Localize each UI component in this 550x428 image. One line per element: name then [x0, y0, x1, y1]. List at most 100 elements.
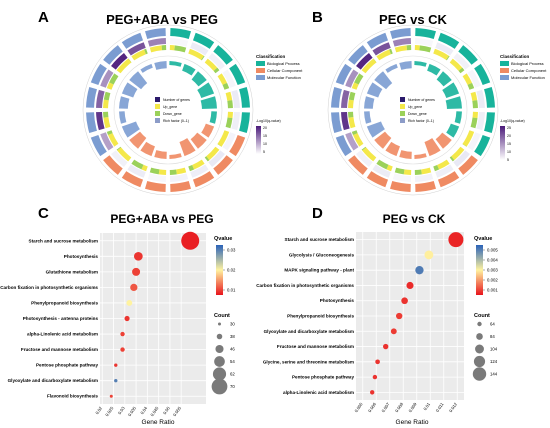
- circos-up-segment: [106, 82, 114, 90]
- panel-title: PEG vs CK: [379, 12, 448, 27]
- circos-qvalue-segment: [169, 173, 189, 182]
- y-tick-label: Starch and sucrose metabolism: [285, 237, 354, 242]
- circos-term-segment: [331, 87, 342, 108]
- x-tick-label: 0.012: [448, 401, 458, 413]
- y-tick-label: Fructose and mannose metabolism: [277, 344, 354, 349]
- x-tick-label: 0.005: [353, 401, 363, 413]
- circos-down-segment: [161, 45, 167, 51]
- panel-c: C PEG+ABA vs PEG 0.02 0.025 0.03 0.035 0.04 0…: [0, 205, 236, 426]
- circos-up-segment: [131, 49, 146, 61]
- y-tick-label: Fructose and mannose metabolism: [21, 347, 98, 352]
- y-tick-label: alpha-Linolenic acid metabolism: [27, 332, 98, 337]
- circos-up-segment: [217, 73, 228, 85]
- y-tick-label: Pentose phosphate pathway: [292, 375, 354, 380]
- size-legend-circle: [215, 344, 224, 354]
- circos-down-segment: [354, 73, 364, 85]
- circos-qvalue-segment: [356, 53, 373, 70]
- circos-down-segment: [389, 48, 393, 55]
- circos-down-segment: [201, 55, 205, 61]
- circos-down-segment: [106, 130, 113, 136]
- x-tick-label: 0.025: [104, 405, 114, 417]
- circos-up-segment: [176, 167, 187, 175]
- circos-up-segment: [362, 147, 377, 162]
- circos-rich-bar: [140, 141, 155, 157]
- circos-qvalue-segment: [392, 38, 412, 47]
- circos-up-segment: [394, 45, 408, 53]
- y-tick-label: alpha-Linolenic acid metabolism: [283, 390, 354, 395]
- colorbar-tick-label: 0.01: [227, 288, 236, 293]
- circos-term-segment: [484, 87, 495, 108]
- circos-down-segment: [149, 167, 160, 175]
- size-legend-circle: [211, 378, 228, 395]
- x-tick-label: 0.04: [139, 405, 148, 415]
- legend-title: Classification: [256, 54, 286, 59]
- circos-rich-bar: [399, 61, 412, 70]
- circos-up-segment: [462, 73, 473, 85]
- circos-qvalue-segment: [414, 38, 434, 47]
- data-point: [130, 283, 138, 292]
- size-legend-circle: [476, 333, 483, 340]
- circos-up-segment: [227, 111, 233, 119]
- legend-item: Molecular Function: [267, 75, 301, 80]
- circos-qvalue-segment: [356, 150, 373, 167]
- circos-term-segment: [229, 63, 246, 86]
- panel-a: A PEG+ABA vs PEG Classification Biologic…: [38, 9, 303, 196]
- colorbar-tick-label: 0.001: [487, 288, 498, 293]
- circos-rich-bar: [198, 96, 217, 110]
- colorbar-label: Qvalue: [474, 236, 492, 242]
- size-legend-label: 104: [490, 347, 498, 352]
- colorbar-tick-label: 0.02: [227, 268, 236, 273]
- data-point: [424, 250, 434, 260]
- circos-rich-bar: [119, 111, 127, 124]
- scale-label: -Log10(q-value): [256, 119, 281, 123]
- circos-qvalue-segment: [453, 150, 470, 167]
- circos-term-segment: [170, 181, 191, 192]
- circos-rich-bar: [385, 63, 398, 73]
- legend-swatch-cc: [500, 68, 509, 73]
- circos-down-segment: [470, 117, 478, 129]
- circos-term-segment: [331, 112, 342, 133]
- circos-up-segment: [149, 45, 163, 53]
- scale-bar: [256, 126, 261, 154]
- circos-term-segment: [213, 155, 233, 175]
- circos-rich-bar: [179, 137, 196, 157]
- circos-down-segment: [116, 146, 122, 151]
- legend-swatch-down: [400, 111, 405, 116]
- x-tick-label: 0.007: [380, 401, 390, 413]
- x-tick-label: 0.05: [162, 405, 171, 415]
- circos-up-segment: [116, 58, 132, 74]
- circos-rich-bar: [385, 141, 400, 157]
- y-tick-label: MAPK signaling pathway - plant: [284, 268, 354, 273]
- scale-bar: [500, 126, 505, 160]
- circos-up-segment: [192, 159, 205, 170]
- data-point: [401, 297, 408, 305]
- x-tick-label: 0.03: [117, 405, 126, 415]
- data-point: [375, 359, 380, 365]
- panel-letter: D: [312, 205, 323, 222]
- circos-term-segment: [145, 181, 166, 192]
- qvalue-scale: -Log10(q-value) 25 20 15 10 5: [500, 119, 525, 162]
- circos-qvalue-segment: [453, 53, 470, 70]
- circos-term-segment: [335, 134, 352, 157]
- data-point: [396, 312, 403, 320]
- circos-down-segment: [109, 73, 119, 85]
- circos-up-segment: [376, 49, 391, 61]
- circos-term-segment: [103, 155, 123, 175]
- data-point: [132, 267, 141, 276]
- circos-rich-bar: [129, 71, 148, 90]
- circos-qvalue-segment: [100, 132, 114, 151]
- circos-rich-bar: [190, 132, 207, 149]
- circos-qvalue-segment: [476, 89, 485, 109]
- legend-item: Biological Process: [511, 61, 544, 66]
- circos-up-segment: [421, 167, 432, 175]
- classification-legend: Classification Biological Process Cellul…: [256, 54, 303, 80]
- data-point: [415, 266, 424, 275]
- circos-qvalue-segment: [341, 111, 350, 131]
- circos-up-segment: [103, 117, 111, 129]
- circos-down-segment: [472, 100, 478, 109]
- y-tick-label: Pentose phosphate pathway: [36, 363, 98, 368]
- inner-legend-item: Down_gene: [163, 112, 182, 116]
- circos-up-segment: [414, 45, 420, 51]
- panel-letter: A: [38, 9, 49, 26]
- inner-legend-item: Number of genes: [408, 98, 435, 102]
